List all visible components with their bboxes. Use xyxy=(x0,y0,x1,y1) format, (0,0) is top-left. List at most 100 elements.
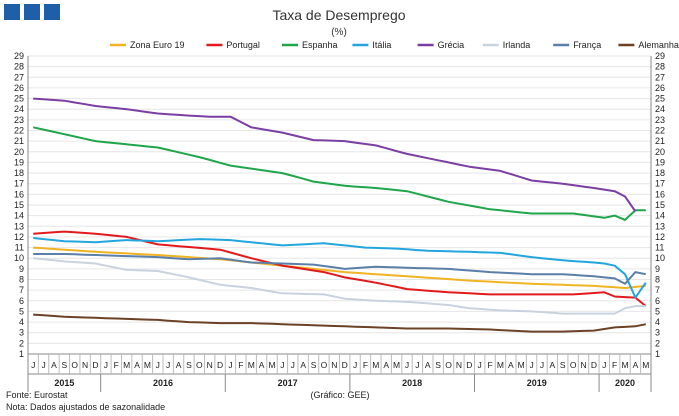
y-tick-label: 25 xyxy=(14,94,24,104)
x-tick-label: M xyxy=(144,360,151,370)
x-tick-label: N xyxy=(456,360,462,370)
x-tick-label: J xyxy=(228,360,232,370)
x-tick-label: O xyxy=(445,360,452,370)
x-tick-label: D xyxy=(92,360,98,370)
y-tick-label: 14 xyxy=(14,211,24,221)
x-tick-label: A xyxy=(633,360,639,370)
y-tick-label: 19 xyxy=(14,157,24,167)
x-tick-label: A xyxy=(508,360,514,370)
x-tick-label: M xyxy=(268,360,275,370)
y-tick-label: 16 xyxy=(14,189,24,199)
legend-label: Irlanda xyxy=(503,40,531,50)
chart-credit: (Gráfico: GEE) xyxy=(310,390,369,400)
x-tick-label: A xyxy=(51,360,57,370)
x-tick-label: A xyxy=(134,360,140,370)
y-tick-label: 2 xyxy=(19,338,24,348)
x-tick-label: J xyxy=(478,360,482,370)
y-tick-label: 8 xyxy=(19,275,24,285)
x-tick-label: J xyxy=(31,360,35,370)
x-tick-label: J xyxy=(104,360,108,370)
y-tick-label: 26 xyxy=(14,83,24,93)
x-tick-label: M xyxy=(248,360,255,370)
series-line xyxy=(33,230,647,307)
year-label: 2020 xyxy=(615,378,635,388)
legend-label: França xyxy=(573,40,601,50)
y-tick-label: 28 xyxy=(14,62,24,72)
chart-subtitle: (%) xyxy=(331,27,347,38)
y-tick-label: 18 xyxy=(655,168,665,178)
y-tick-label: 17 xyxy=(655,179,665,189)
y-tick-label: 6 xyxy=(19,296,24,306)
chart-title: Taxa de Desemprego xyxy=(272,7,405,23)
x-tick-label: J xyxy=(280,360,284,370)
seasonal-adjustment-note: Nota: Dados ajustados de sazonalidade xyxy=(6,402,165,412)
y-tick-label: 2 xyxy=(655,338,660,348)
y-tick-label: 25 xyxy=(655,94,665,104)
x-tick-label: M xyxy=(393,360,400,370)
y-tick-label: 5 xyxy=(19,306,24,316)
x-tick-label: A xyxy=(176,360,182,370)
y-tick-label: 9 xyxy=(655,264,660,274)
y-tick-label: 21 xyxy=(14,136,24,146)
y-tick-label: 6 xyxy=(655,296,660,306)
y-tick-label: 18 xyxy=(14,168,24,178)
logo-block-1 xyxy=(4,4,20,20)
legend-label: Itália xyxy=(372,40,391,50)
x-tick-label: D xyxy=(217,360,223,370)
y-tick-label: 5 xyxy=(655,306,660,316)
year-label: 2015 xyxy=(54,378,74,388)
x-tick-label: J xyxy=(529,360,533,370)
y-tick-label: 29 xyxy=(655,51,665,61)
x-tick-label: J xyxy=(540,360,544,370)
year-label: 2018 xyxy=(402,378,422,388)
y-tick-label: 15 xyxy=(655,200,665,210)
x-tick-label: J xyxy=(602,360,606,370)
legend-label: Grécia xyxy=(438,40,465,50)
legend-label: Zona Euro 19 xyxy=(130,40,185,50)
y-tick-label: 4 xyxy=(655,317,660,327)
x-tick-label: M xyxy=(497,360,504,370)
x-tick-label: J xyxy=(415,360,419,370)
grid-lines xyxy=(28,55,651,355)
y-tick-label: 29 xyxy=(14,51,24,61)
y-tick-label: 10 xyxy=(14,253,24,263)
series-line xyxy=(33,257,646,315)
y-tick-label: 11 xyxy=(655,243,664,253)
y-tick-label: 22 xyxy=(14,126,24,136)
y-tick-label: 9 xyxy=(19,264,24,274)
y-tick-label: 16 xyxy=(655,189,665,199)
x-tick-label: S xyxy=(62,360,68,370)
y-tick-label: 7 xyxy=(655,285,660,295)
y-tick-label: 23 xyxy=(14,115,24,125)
y-tick-label: 24 xyxy=(655,104,665,114)
logo-block-2 xyxy=(24,4,40,20)
y-tick-label: 23 xyxy=(655,115,665,125)
x-tick-label: F xyxy=(114,360,119,370)
y-tick-label: 10 xyxy=(655,253,665,263)
logo-block-3 xyxy=(44,4,60,20)
y-tick-label: 28 xyxy=(655,62,665,72)
x-tick-label: O xyxy=(570,360,577,370)
y-tick-label: 13 xyxy=(655,221,665,231)
y-tick-label: 15 xyxy=(14,200,24,210)
year-label: 2016 xyxy=(153,378,173,388)
x-tick-label: S xyxy=(311,360,317,370)
y-tick-label: 1 xyxy=(19,349,24,359)
y-tick-label: 4 xyxy=(19,317,24,327)
y-tick-label: 27 xyxy=(655,72,665,82)
x-tick-label: A xyxy=(425,360,431,370)
series-lines xyxy=(32,97,647,333)
x-tick-label: M xyxy=(518,360,525,370)
y-tick-label: 19 xyxy=(655,157,665,167)
year-label: 2019 xyxy=(527,378,547,388)
x-tick-label: D xyxy=(466,360,472,370)
y-axis-left: 1234567891011121314151617181920212223242… xyxy=(14,51,29,359)
x-tick-label: J xyxy=(41,360,45,370)
x-tick-label: A xyxy=(383,360,389,370)
source-note: Fonte: Eurostat xyxy=(6,390,68,400)
y-tick-label: 20 xyxy=(655,147,665,157)
x-tick-label: F xyxy=(238,360,243,370)
legend-label: Espanha xyxy=(302,40,338,50)
series-line xyxy=(33,313,646,333)
